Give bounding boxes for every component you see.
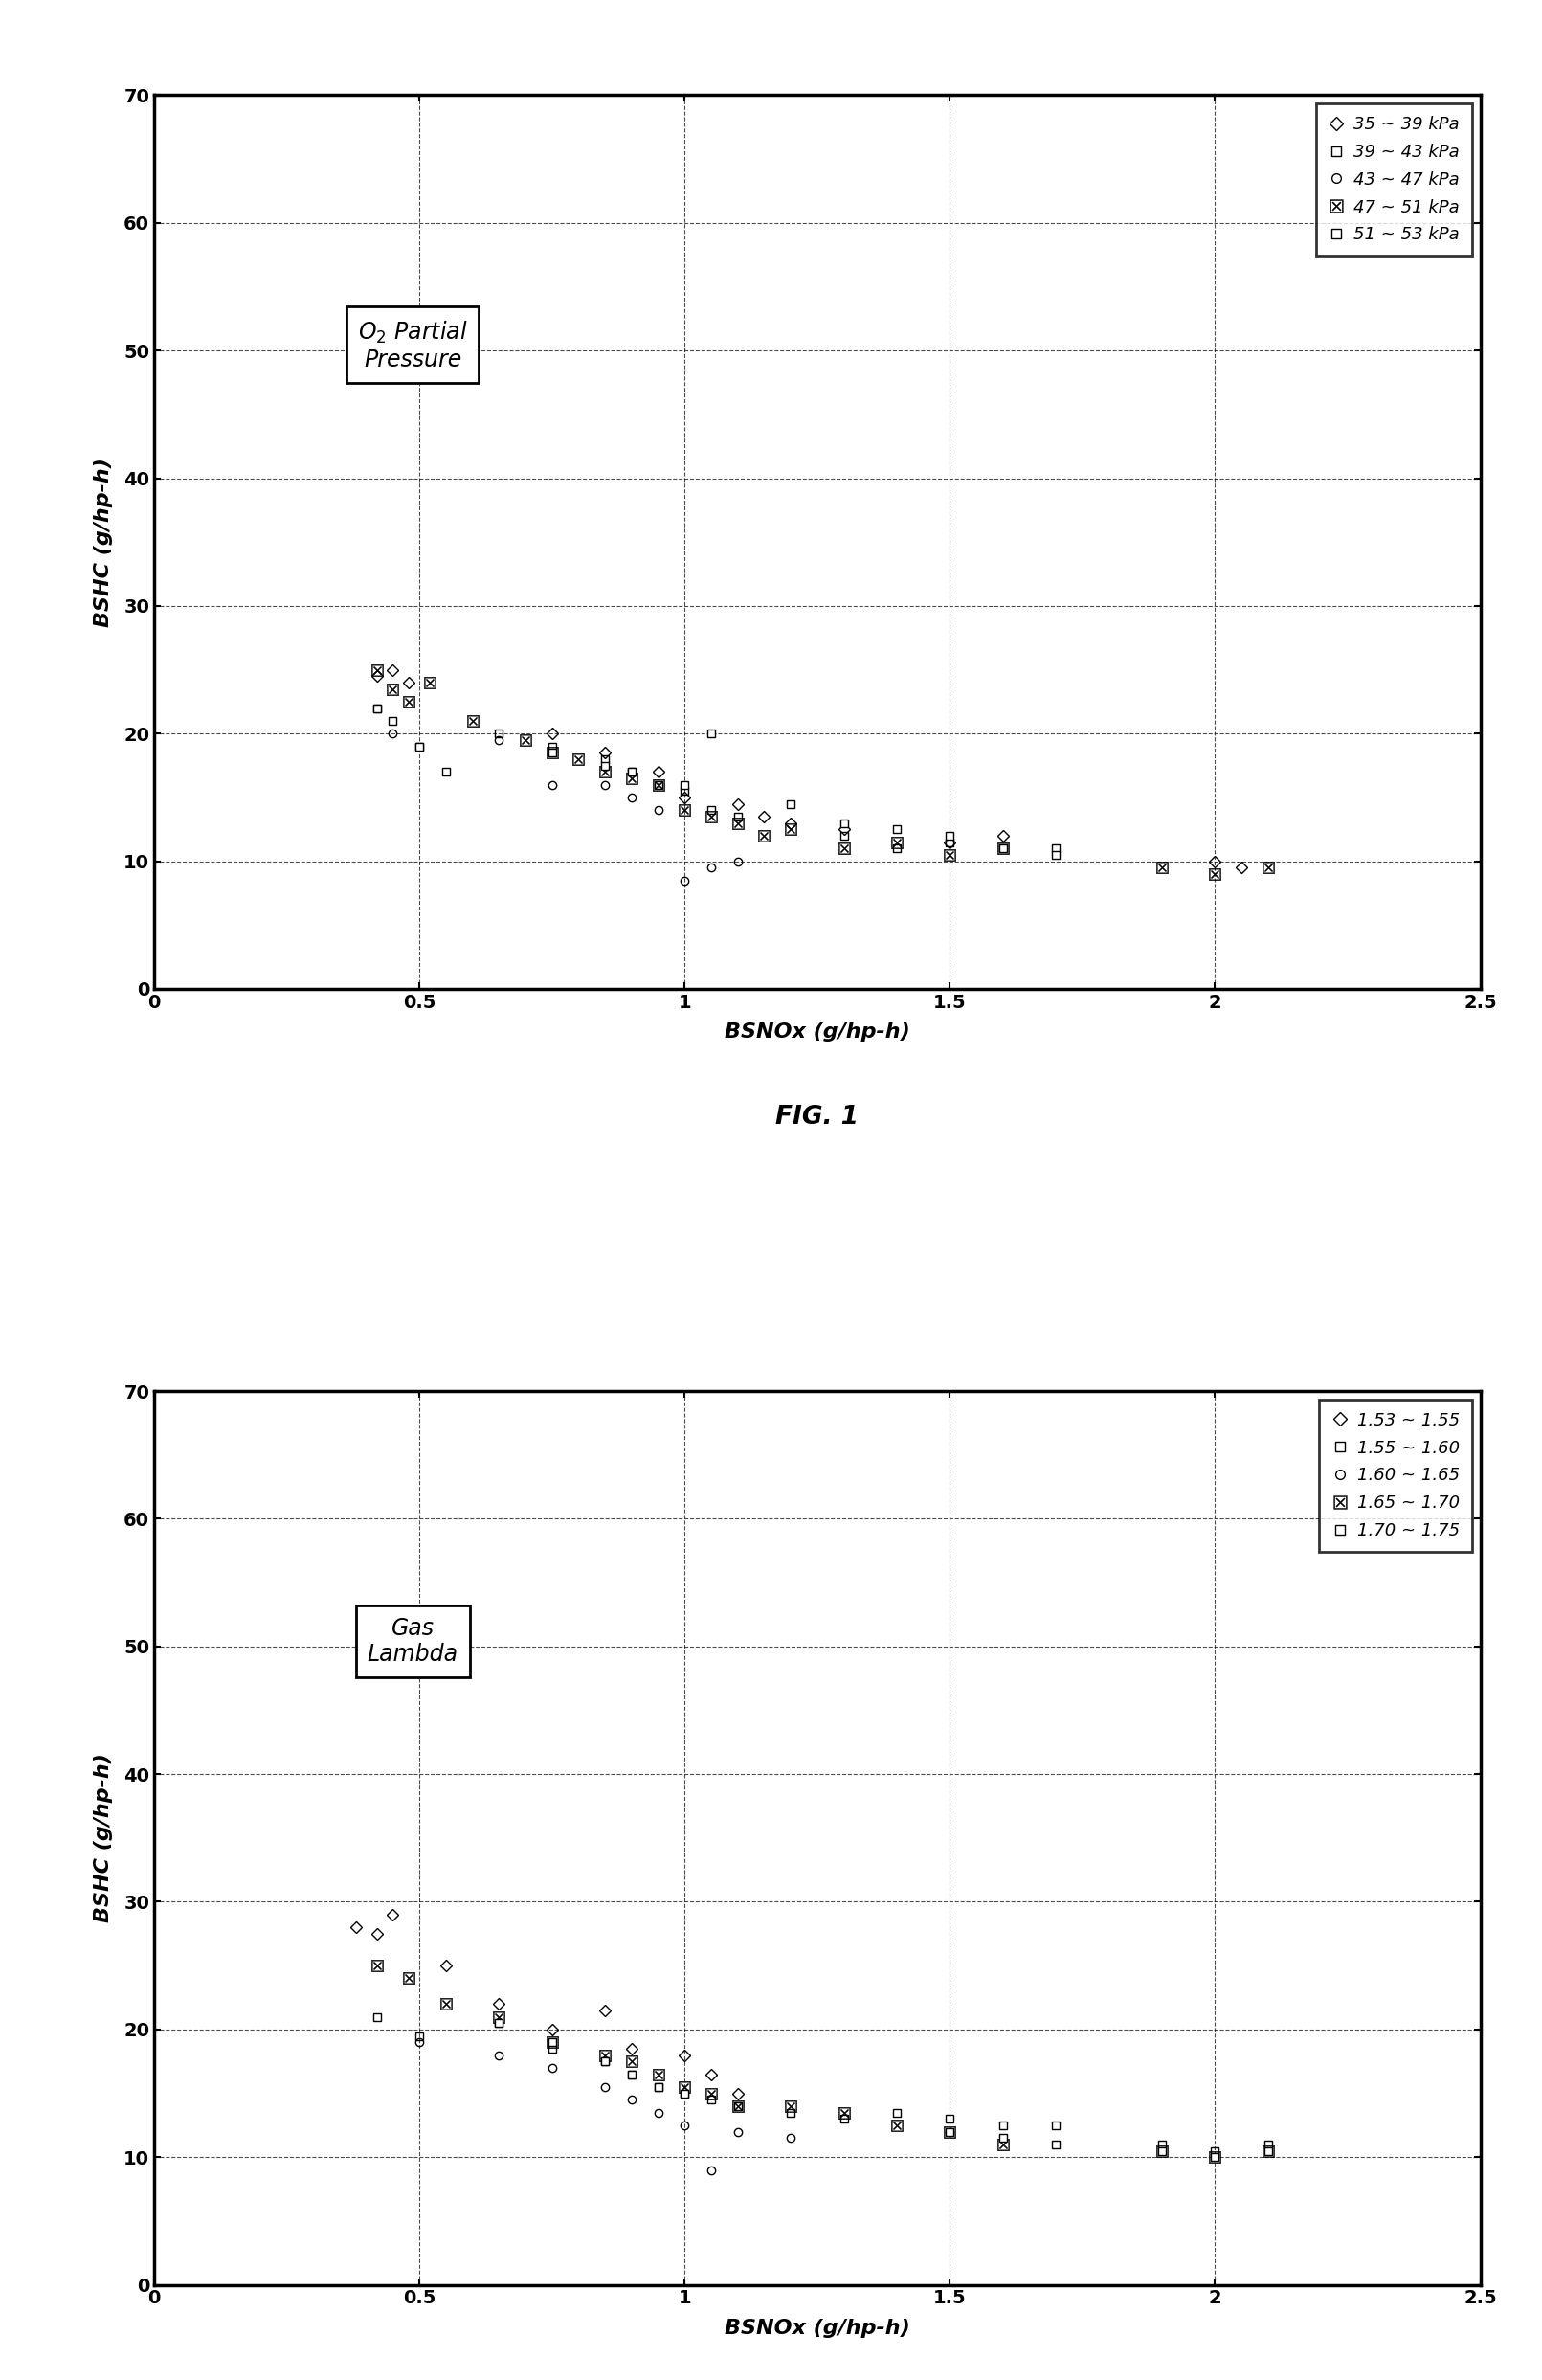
Legend: 1.53 ~ 1.55, 1.55 ~ 1.60, 1.60 ~ 1.65, 1.65 ~ 1.70, 1.70 ~ 1.75: 1.53 ~ 1.55, 1.55 ~ 1.60, 1.60 ~ 1.65, 1… <box>1318 1399 1471 1552</box>
Legend: 35 ~ 39 kPa, 39 ~ 43 kPa, 43 ~ 47 kPa, 47 ~ 51 kPa, 51 ~ 53 kPa: 35 ~ 39 kPa, 39 ~ 43 kPa, 43 ~ 47 kPa, 4… <box>1315 105 1471 255</box>
Y-axis label: BSHC (g/hp-h): BSHC (g/hp-h) <box>94 1754 113 1923</box>
Text: FIG. 1: FIG. 1 <box>776 1104 859 1130</box>
X-axis label: BSNOx (g/hp-h): BSNOx (g/hp-h) <box>725 1023 910 1042</box>
Text: $O_2$ Partial
Pressure: $O_2$ Partial Pressure <box>358 319 467 371</box>
Y-axis label: BSHC (g/hp-h): BSHC (g/hp-h) <box>94 457 113 626</box>
X-axis label: BSNOx (g/hp-h): BSNOx (g/hp-h) <box>725 2318 910 2337</box>
Text: Gas
Lambda: Gas Lambda <box>367 1616 458 1666</box>
